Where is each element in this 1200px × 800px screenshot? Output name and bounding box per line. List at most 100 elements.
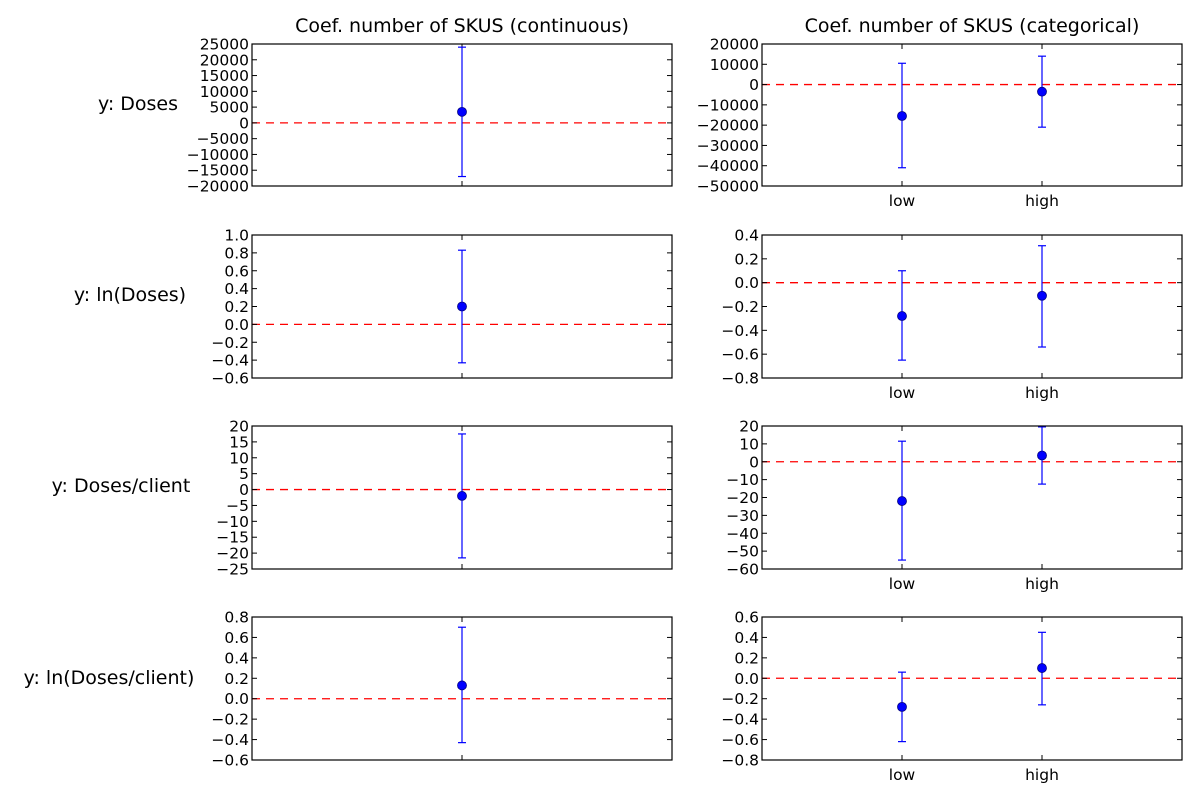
y-tick-label: −20000 xyxy=(697,117,759,135)
y-tick-label: 0.6 xyxy=(734,609,759,627)
y-tick-label: −0.2 xyxy=(721,690,759,708)
x-tick-label-low: low xyxy=(889,384,916,402)
y-tick-label: 0.4 xyxy=(734,629,759,647)
y-tick-label: 0.2 xyxy=(224,298,249,316)
x-tick-label-high: high xyxy=(1025,766,1059,784)
y-tick-label: −5000 xyxy=(197,130,249,148)
y-tick-label: −20 xyxy=(726,489,759,507)
row-label-ln-doses-per-client: y: ln(Doses/client) xyxy=(24,667,195,689)
y-tick-label: 0 xyxy=(749,453,759,471)
subplot-2-2: −0.8 −0.6 −0.4 −0.2 0.0 0.2 0.4 low high xyxy=(721,227,1183,402)
y-tick-label: 10000 xyxy=(710,56,759,74)
y-tick-label: −50000 xyxy=(697,178,759,196)
y-tick-label: 5000 xyxy=(210,99,249,117)
y-tick-label: −0.6 xyxy=(211,752,249,770)
x-tick-label-high: high xyxy=(1025,575,1059,593)
y-tick-label: −40000 xyxy=(697,157,759,175)
row-label-doses: y: Doses xyxy=(98,93,178,115)
y-tick-label: 10 xyxy=(229,449,249,467)
subplot-1-2: −50000 −40000 −30000 −20000 −10000 0 10000 2000… xyxy=(697,36,1183,210)
x-tick-label-high: high xyxy=(1025,384,1059,402)
axes-frame xyxy=(251,425,673,570)
y-tick-label: −10000 xyxy=(187,146,249,164)
coefficient-point xyxy=(457,680,467,691)
y-tick-label: 0 xyxy=(239,481,249,499)
y-tick-label: −60 xyxy=(726,561,759,579)
y-tick-label: −15 xyxy=(216,529,249,547)
y-tick-label: −0.4 xyxy=(211,352,249,370)
y-tick-label: 0.0 xyxy=(224,316,249,334)
y-tick-label: 0.6 xyxy=(224,262,249,280)
row-label-doses-per-client: y: Doses/client xyxy=(52,475,191,497)
coefficient-point xyxy=(1037,450,1047,461)
coefficient-point xyxy=(1037,86,1047,97)
y-tick-label: 25000 xyxy=(200,36,249,54)
y-tick-label: 0 xyxy=(749,76,759,94)
y-tick-label: −0.2 xyxy=(211,711,249,729)
column-title-categorical: Coef. number of SKUS (categorical) xyxy=(805,15,1140,37)
y-tick-label: −30 xyxy=(726,507,759,525)
y-tick-label: −0.6 xyxy=(721,346,759,364)
y-tick-label: −0.8 xyxy=(721,752,759,770)
y-tick-label: 0.0 xyxy=(224,690,249,708)
y-tick-label: 1.0 xyxy=(224,227,249,245)
y-tick-label: 20000 xyxy=(710,36,759,54)
column-title-continuous: Coef. number of SKUS (continuous) xyxy=(295,15,629,37)
subplot-grid: −20000−15000−10000−500005000100001500020… xyxy=(187,36,1183,784)
y-tick-label: 15000 xyxy=(200,67,249,85)
coefficient-point xyxy=(897,311,907,321)
y-tick-label: −15000 xyxy=(187,162,249,180)
axes-frame xyxy=(761,234,1183,379)
x-tick-label-low: low xyxy=(889,575,916,593)
y-tick-label: −0.4 xyxy=(721,322,759,340)
y-tick-label: −0.6 xyxy=(211,370,249,388)
y-tick-label: 0 xyxy=(239,114,249,132)
y-tick-label: 0.4 xyxy=(224,280,249,298)
y-tick-label: −0.4 xyxy=(211,731,249,749)
y-tick-label: −25 xyxy=(216,561,249,579)
coefficient-point xyxy=(457,106,467,117)
y-tick-label: 0.2 xyxy=(734,649,759,667)
y-tick-label: 0.0 xyxy=(734,670,759,688)
y-tick-label: −50 xyxy=(726,543,759,561)
x-tick-label-low: low xyxy=(889,192,916,210)
subplot-4-1: −0.6 −0.4 −0.2 0.0 0.2 0.4 0.6 0.8 xyxy=(211,609,673,770)
y-tick-label: 20000 xyxy=(200,51,249,69)
y-tick-label: −20000 xyxy=(187,178,249,196)
y-tick-label: −0.4 xyxy=(721,711,759,729)
subplot-1-1: −20000−15000−10000−500005000100001500020… xyxy=(187,36,673,196)
y-tick-label: 0.4 xyxy=(734,227,759,245)
coefficient-point xyxy=(1037,290,1047,301)
y-tick-label: −10 xyxy=(726,471,759,489)
x-tick-label-low: low xyxy=(889,766,916,784)
axes-frame xyxy=(761,425,1183,570)
row-label-ln-doses: y: ln(Doses) xyxy=(74,284,186,306)
y-tick-label: −5 xyxy=(226,497,249,515)
y-tick-label: −0.2 xyxy=(721,298,759,316)
y-tick-label: 0.2 xyxy=(224,670,249,688)
axes-frame xyxy=(761,43,1183,187)
coefficient-point xyxy=(457,491,467,501)
y-tick-label: 10 xyxy=(739,435,759,453)
y-tick-label: −0.2 xyxy=(211,334,249,352)
y-tick-label: −0.6 xyxy=(721,731,759,749)
y-tick-label: 0.2 xyxy=(734,250,759,268)
y-tick-label: −30000 xyxy=(697,137,759,155)
axes-frame xyxy=(251,616,673,761)
subplot-4-2: −0.8 −0.6 −0.4 −0.2 0.0 0.2 0.4 0.6 low high xyxy=(721,609,1183,784)
coefficient-point xyxy=(897,496,907,506)
y-tick-label: 10000 xyxy=(200,83,249,101)
coefficient-point xyxy=(457,301,467,312)
y-tick-label: 0.8 xyxy=(224,244,249,262)
axes-frame xyxy=(251,43,673,187)
y-tick-label: 0.0 xyxy=(734,274,759,292)
y-tick-label: −0.8 xyxy=(721,370,759,388)
y-tick-label: 15 xyxy=(229,433,249,451)
y-tick-label: 20 xyxy=(229,418,249,436)
y-tick-label: 5 xyxy=(239,465,249,483)
y-tick-label: −10 xyxy=(216,513,249,531)
y-tick-label: −40 xyxy=(726,525,759,543)
